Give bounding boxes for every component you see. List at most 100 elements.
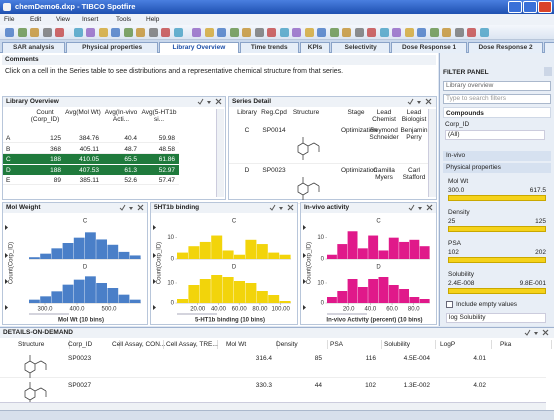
toolbar-button[interactable] (467, 28, 476, 37)
toolbar-button[interactable] (279, 28, 289, 37)
tab[interactable]: Time trends (239, 42, 299, 53)
toolbar-button[interactable] (404, 28, 414, 37)
toolbar-button[interactable] (55, 28, 64, 37)
details-panel: DETAILS-ON-DEMAND Structure Corp_ID Cell As… (0, 327, 554, 410)
menu-item[interactable]: Tools (116, 16, 132, 23)
toolbar-button[interactable] (454, 28, 464, 37)
toolbar-button[interactable] (204, 28, 214, 37)
tab[interactable]: Physical properties (66, 42, 159, 53)
toolbar-button[interactable] (392, 28, 401, 37)
filter-section[interactable]: Physical properties (443, 163, 551, 173)
column-header: Count (Corp_ID) (30, 109, 60, 123)
toolbar-button[interactable] (479, 28, 489, 37)
toolbar-button[interactable] (73, 28, 83, 37)
tab[interactable]: Library Overview (159, 42, 239, 53)
table-cell: SP0014 (262, 127, 286, 134)
toolbar-button[interactable] (229, 28, 239, 37)
table-row[interactable] (3, 175, 179, 185)
table-row[interactable] (3, 154, 179, 164)
toolbar-button[interactable] (217, 28, 226, 37)
toolbar-button[interactable] (254, 28, 264, 37)
app-icon (3, 3, 11, 11)
range-slider[interactable] (448, 195, 546, 201)
toolbar-button[interactable] (173, 28, 183, 37)
tab[interactable]: KPIs (299, 42, 331, 53)
toolbar-button[interactable] (429, 28, 439, 37)
range-slider[interactable] (448, 257, 546, 263)
toolbar-button[interactable] (304, 28, 314, 37)
column-header: Reg.Cpd (261, 109, 287, 116)
histogram-bar (399, 241, 409, 259)
column-value[interactable]: (All) (445, 130, 545, 140)
window-button[interactable] (538, 1, 552, 13)
toolbar-button[interactable] (111, 28, 120, 37)
title-bar (0, 0, 554, 14)
page-dropdown[interactable]: Library overview (443, 81, 551, 91)
menu-item[interactable]: File (4, 16, 15, 23)
toolbar-button[interactable] (30, 28, 39, 37)
tab[interactable]: SAR analysis (2, 42, 66, 53)
histogram-bar (177, 252, 188, 259)
window-button[interactable] (508, 1, 522, 13)
toolbar-button[interactable] (192, 28, 201, 37)
histogram-bar (409, 297, 420, 303)
histogram-bar (96, 283, 107, 303)
tab[interactable]: Dose Response 2 (467, 42, 544, 53)
checkbox[interactable] (446, 301, 453, 308)
histogram: Count(Corp_ID) C 0 10 D 0 10 20.0 40.0 60.0 80.0 In… (303, 219, 430, 324)
table-row[interactable] (229, 126, 429, 164)
toolbar-button[interactable] (329, 28, 339, 37)
range-name: PSA (448, 240, 462, 247)
toolbar-button[interactable] (42, 28, 52, 37)
toolbar-button[interactable] (17, 28, 27, 37)
range-slider[interactable] (448, 288, 546, 294)
tab[interactable]: In-vivo map (544, 42, 554, 53)
toolbar-button[interactable] (342, 28, 351, 37)
details-title: DETAILS-ON-DEMAND (0, 328, 554, 338)
toolbar-button[interactable] (98, 28, 108, 37)
menu-item[interactable]: Insert (82, 16, 99, 23)
search-box[interactable]: Type to search filters (443, 94, 551, 104)
toolbar-button[interactable] (317, 28, 326, 37)
histogram-bar (327, 254, 337, 259)
menu-item[interactable]: Help (146, 16, 160, 23)
toolbar-button[interactable] (417, 28, 426, 37)
table-row[interactable] (3, 144, 179, 154)
toolbar-button[interactable] (267, 28, 276, 37)
toolbar-button[interactable] (148, 28, 158, 37)
histogram-bar (177, 299, 188, 303)
toolbar-button[interactable] (442, 28, 451, 37)
axis-arrow (303, 225, 306, 230)
histogram-bar (388, 285, 399, 303)
table-cell: 407.53 (79, 166, 99, 174)
window-button[interactable] (523, 1, 537, 13)
histogram-bar (279, 254, 291, 259)
menu-item[interactable]: View (56, 16, 70, 23)
table-row[interactable] (0, 352, 546, 378)
toolbar-button[interactable] (292, 28, 301, 37)
filter-section[interactable]: In-vivo (443, 151, 551, 161)
status-bar (0, 410, 554, 420)
tab[interactable]: Dose Response 1 (391, 42, 467, 53)
toolbar-button[interactable] (161, 28, 170, 37)
toolbar-button[interactable] (242, 28, 251, 37)
toolbar-button[interactable] (123, 28, 133, 37)
panel-controls (119, 204, 144, 211)
toolbar-button[interactable] (86, 28, 95, 37)
menu-item[interactable]: Edit (30, 16, 42, 23)
panel-controls (408, 204, 433, 211)
filter-item[interactable]: log Solubility (446, 313, 546, 323)
range-slider[interactable] (448, 226, 546, 232)
toolbar-button[interactable] (354, 28, 364, 37)
close-button[interactable] (544, 67, 552, 76)
toolbar-button[interactable] (5, 28, 14, 37)
toolbar-button[interactable] (379, 28, 389, 37)
column-header: Corp_ID (68, 340, 120, 349)
column-header: Avg(5-HT1b si... (141, 109, 177, 123)
tab[interactable]: Selectivity (331, 42, 391, 53)
table-row[interactable] (3, 164, 179, 175)
trellis-label: D (83, 265, 88, 271)
table-row[interactable] (3, 133, 179, 143)
toolbar-button[interactable] (136, 28, 145, 37)
toolbar-button[interactable] (367, 28, 376, 37)
